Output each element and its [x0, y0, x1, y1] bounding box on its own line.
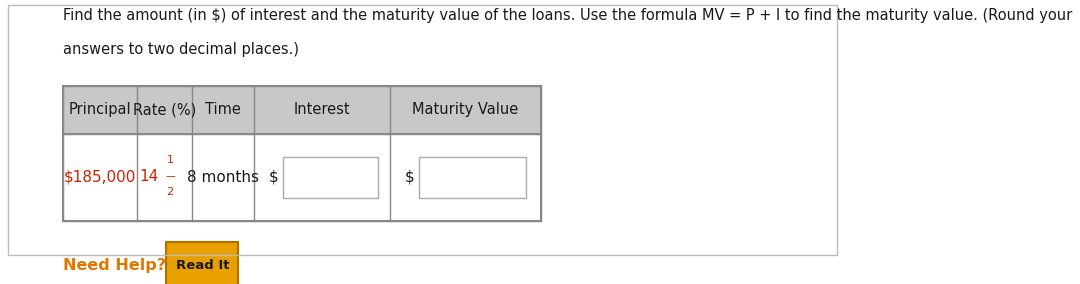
- Text: answers to two decimal places.): answers to two decimal places.): [64, 41, 299, 57]
- Text: —: —: [165, 171, 175, 181]
- Text: $185,000: $185,000: [64, 170, 136, 185]
- Text: Interest: Interest: [294, 102, 351, 117]
- FancyBboxPatch shape: [166, 242, 239, 284]
- FancyBboxPatch shape: [64, 134, 541, 221]
- Text: 1: 1: [166, 155, 174, 165]
- FancyBboxPatch shape: [64, 86, 541, 134]
- Text: Rate (%): Rate (%): [133, 102, 197, 117]
- Text: Principal: Principal: [69, 102, 132, 117]
- Text: Read It: Read It: [176, 259, 229, 272]
- Text: 8 months: 8 months: [187, 170, 259, 185]
- Text: Need Help?: Need Help?: [64, 258, 166, 273]
- Text: Maturity Value: Maturity Value: [413, 102, 518, 117]
- Text: 14: 14: [139, 169, 158, 184]
- Text: 2: 2: [166, 187, 174, 197]
- Text: Find the amount (in $) of interest and the maturity value of the loans. Use the : Find the amount (in $) of interest and t…: [64, 8, 1072, 23]
- FancyBboxPatch shape: [283, 157, 378, 198]
- Text: $: $: [405, 170, 415, 185]
- Text: Time: Time: [205, 102, 241, 117]
- Text: $: $: [269, 170, 279, 185]
- FancyBboxPatch shape: [419, 157, 526, 198]
